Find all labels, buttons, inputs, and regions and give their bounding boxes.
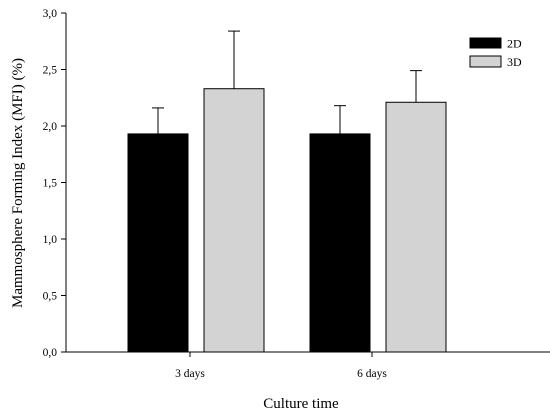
x-axis-title: Culture time xyxy=(263,396,339,412)
x-tick-label: 6 days xyxy=(357,368,387,380)
y-tick-label: 1,0 xyxy=(43,234,58,246)
y-tick-label: 0,5 xyxy=(43,291,58,303)
plot-area: 0,0 0,5 1,0 1,5 2,0 2,5 3,0 3 days 6 days xyxy=(43,8,550,380)
y-tick-label: 2,5 xyxy=(43,65,58,77)
legend: 2D 3D xyxy=(469,37,522,69)
bar-2d-2 xyxy=(309,133,371,353)
y-axis-title: Mammosphere Forming Index (MFI) (%) xyxy=(10,58,26,308)
y-tick-label: 2,0 xyxy=(43,121,58,133)
legend-label-3d: 3D xyxy=(507,55,522,69)
x-tick-label: 3 days xyxy=(175,368,205,380)
y-tick-label: 0,0 xyxy=(43,347,58,359)
bar-3d-1 xyxy=(203,88,265,353)
legend-swatch-2d xyxy=(469,37,502,49)
bar-3d-2 xyxy=(385,101,447,353)
y-tick-label: 3,0 xyxy=(43,8,58,20)
bar-2d-1 xyxy=(127,133,189,353)
legend-label-2d: 2D xyxy=(507,37,522,51)
legend-swatch-3d xyxy=(469,55,502,68)
y-tick-label: 1,5 xyxy=(43,178,58,190)
